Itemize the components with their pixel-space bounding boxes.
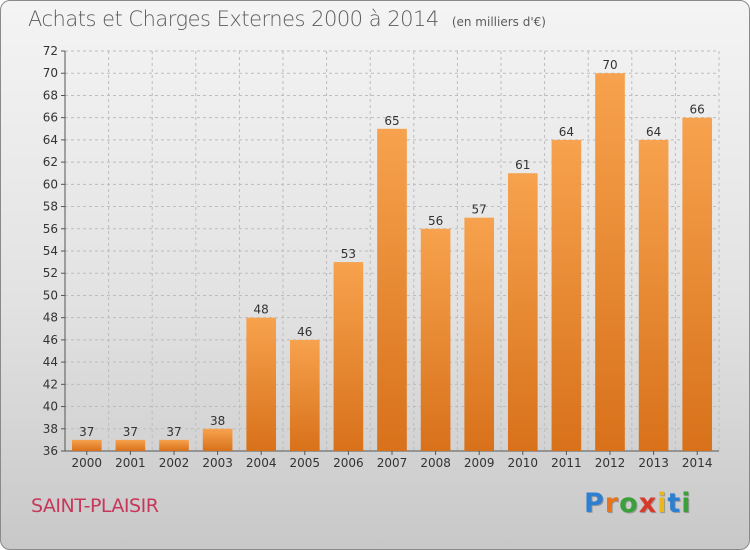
bar-value-label: 48 bbox=[254, 303, 269, 317]
bar-value-label: 57 bbox=[472, 203, 487, 217]
y-tick-label: 68 bbox=[43, 88, 58, 102]
bar-value-label: 64 bbox=[646, 125, 661, 139]
y-tick-label: 60 bbox=[43, 177, 58, 191]
x-tick-label: 2000 bbox=[72, 456, 103, 470]
y-tick-label: 38 bbox=[43, 422, 58, 436]
bar-2006 bbox=[333, 262, 364, 451]
chart-title: Achats et Charges Externes 2000 à 2014 (… bbox=[28, 7, 546, 31]
bar-2010 bbox=[507, 173, 538, 451]
bar-value-label: 61 bbox=[515, 158, 530, 172]
title-text: Achats et Charges Externes 2000 à 2014 bbox=[28, 7, 439, 31]
y-tick-label: 58 bbox=[43, 200, 58, 214]
x-tick-label: 2014 bbox=[682, 456, 713, 470]
bar-value-label: 37 bbox=[123, 425, 138, 439]
bar-value-label: 46 bbox=[297, 325, 312, 339]
logo-letter: t bbox=[667, 488, 682, 519]
x-tick-label: 2009 bbox=[464, 456, 495, 470]
logo-letter: i bbox=[657, 488, 668, 519]
bar-2005 bbox=[289, 339, 320, 451]
bar-2013 bbox=[638, 139, 669, 451]
bar-2003 bbox=[202, 428, 233, 451]
y-tick-label: 42 bbox=[43, 377, 58, 391]
bar-2008 bbox=[420, 228, 451, 451]
bar-value-label: 64 bbox=[559, 125, 574, 139]
x-tick-label: 2002 bbox=[159, 456, 190, 470]
bar-2004 bbox=[246, 317, 277, 451]
y-tick-label: 46 bbox=[43, 333, 58, 347]
bar-2002 bbox=[159, 439, 189, 451]
logo-letter: x bbox=[638, 488, 658, 519]
bar-2001 bbox=[115, 439, 146, 451]
bar-value-label: 65 bbox=[384, 114, 399, 128]
y-tick-label: 66 bbox=[43, 111, 58, 125]
x-tick-label: 2011 bbox=[551, 456, 582, 470]
bar-2000 bbox=[71, 439, 102, 451]
logo-letter: i bbox=[681, 488, 692, 519]
x-tick-label: 2004 bbox=[246, 456, 277, 470]
x-tick-label: 2010 bbox=[508, 456, 539, 470]
y-tick-label: 72 bbox=[43, 44, 58, 58]
bar-value-label: 37 bbox=[79, 425, 94, 439]
bar-2007 bbox=[377, 128, 407, 451]
logo-letter: o bbox=[619, 488, 639, 519]
y-tick-label: 36 bbox=[43, 444, 58, 458]
logo-letter: P bbox=[584, 488, 605, 519]
bar-2012 bbox=[595, 73, 625, 451]
x-tick-label: 2005 bbox=[290, 456, 321, 470]
y-tick-label: 56 bbox=[43, 222, 58, 236]
y-tick-label: 70 bbox=[43, 66, 58, 80]
y-tick-label: 54 bbox=[43, 244, 58, 258]
bar-value-label: 56 bbox=[428, 214, 443, 228]
bar-value-label: 70 bbox=[602, 58, 617, 72]
x-tick-label: 2008 bbox=[420, 456, 451, 470]
bar-2014 bbox=[682, 117, 713, 452]
x-tick-label: 2013 bbox=[638, 456, 669, 470]
x-tick-label: 2006 bbox=[333, 456, 364, 470]
bar-value-label: 38 bbox=[210, 414, 225, 428]
x-tick-label: 2001 bbox=[115, 456, 146, 470]
bar-value-label: 53 bbox=[341, 247, 356, 261]
logo-letter: r bbox=[604, 488, 620, 519]
y-tick-label: 50 bbox=[43, 288, 58, 302]
bar-2009 bbox=[464, 217, 495, 451]
bar-value-label: 37 bbox=[166, 425, 181, 439]
y-tick-label: 52 bbox=[43, 266, 58, 280]
y-tick-label: 62 bbox=[43, 155, 58, 169]
unit-text: (en milliers d'€) bbox=[451, 15, 546, 29]
bar-2011 bbox=[551, 139, 582, 451]
y-tick-label: 40 bbox=[43, 400, 58, 414]
x-tick-label: 2007 bbox=[377, 456, 408, 470]
commune-name: SAINT-PLAISIR bbox=[31, 495, 159, 517]
x-tick-label: 2012 bbox=[595, 456, 626, 470]
y-tick-label: 64 bbox=[43, 133, 58, 147]
bar-value-label: 66 bbox=[690, 103, 705, 117]
y-tick-label: 44 bbox=[43, 355, 58, 369]
proxiti-logo: Proxiti bbox=[584, 488, 692, 519]
y-tick-label: 48 bbox=[43, 311, 58, 325]
x-tick-label: 2003 bbox=[202, 456, 233, 470]
